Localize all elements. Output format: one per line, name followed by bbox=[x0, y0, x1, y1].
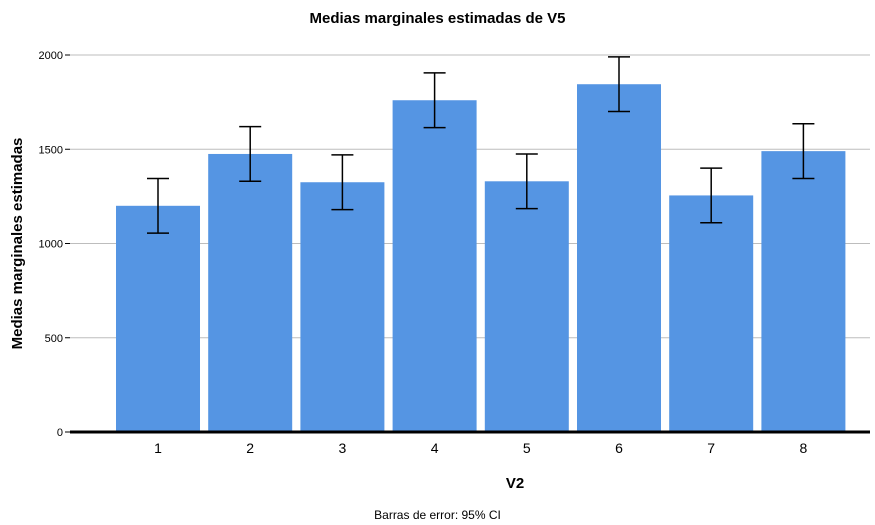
bar-4 bbox=[392, 100, 477, 433]
y-tick-label: 2000 bbox=[39, 50, 63, 62]
x-tick-label: 4 bbox=[431, 440, 439, 456]
x-tick-label: 8 bbox=[800, 440, 808, 456]
y-tick-label: 1000 bbox=[39, 239, 63, 251]
y-tick-label: 1500 bbox=[39, 144, 63, 156]
bar-6 bbox=[577, 84, 661, 432]
x-tick-label: 5 bbox=[523, 440, 531, 456]
error-bar-5 bbox=[515, 153, 538, 210]
error-bars bbox=[147, 56, 815, 234]
bar-8 bbox=[761, 151, 846, 432]
bar-1 bbox=[116, 205, 200, 432]
y-tick-labels: 0 500 1000 1500 2000 bbox=[39, 50, 63, 439]
error-bar-7 bbox=[700, 167, 723, 224]
x-tick-labels: 1 2 3 4 5 6 7 8 bbox=[154, 440, 807, 456]
x-tick-label: 2 bbox=[246, 440, 254, 456]
x-tick-label: 6 bbox=[615, 440, 623, 456]
error-bar-1 bbox=[147, 177, 169, 234]
x-axis-label: V2 bbox=[506, 475, 524, 492]
error-bar-6 bbox=[608, 56, 630, 113]
x-tick-label: 3 bbox=[339, 440, 347, 456]
bar-3 bbox=[300, 182, 385, 432]
y-axis-label: Medias marginales estimadas bbox=[9, 138, 26, 350]
y-tick-label: 0 bbox=[57, 427, 63, 439]
error-bar-footnote: Barras de error: 95% CI bbox=[374, 508, 501, 522]
y-tick-label: 500 bbox=[45, 333, 63, 345]
chart-title: Medias marginales estimadas de V5 bbox=[309, 10, 566, 27]
x-tick-label: 7 bbox=[707, 440, 715, 456]
x-tick-label: 1 bbox=[154, 440, 162, 456]
bars bbox=[116, 84, 846, 433]
bar-2 bbox=[208, 153, 293, 432]
error-bar-3 bbox=[331, 154, 354, 211]
error-bar-8 bbox=[792, 123, 815, 180]
error-bar-4 bbox=[423, 72, 446, 129]
error-bar-2 bbox=[239, 125, 262, 183]
bar-5 bbox=[484, 181, 569, 432]
bar-7 bbox=[669, 195, 754, 432]
